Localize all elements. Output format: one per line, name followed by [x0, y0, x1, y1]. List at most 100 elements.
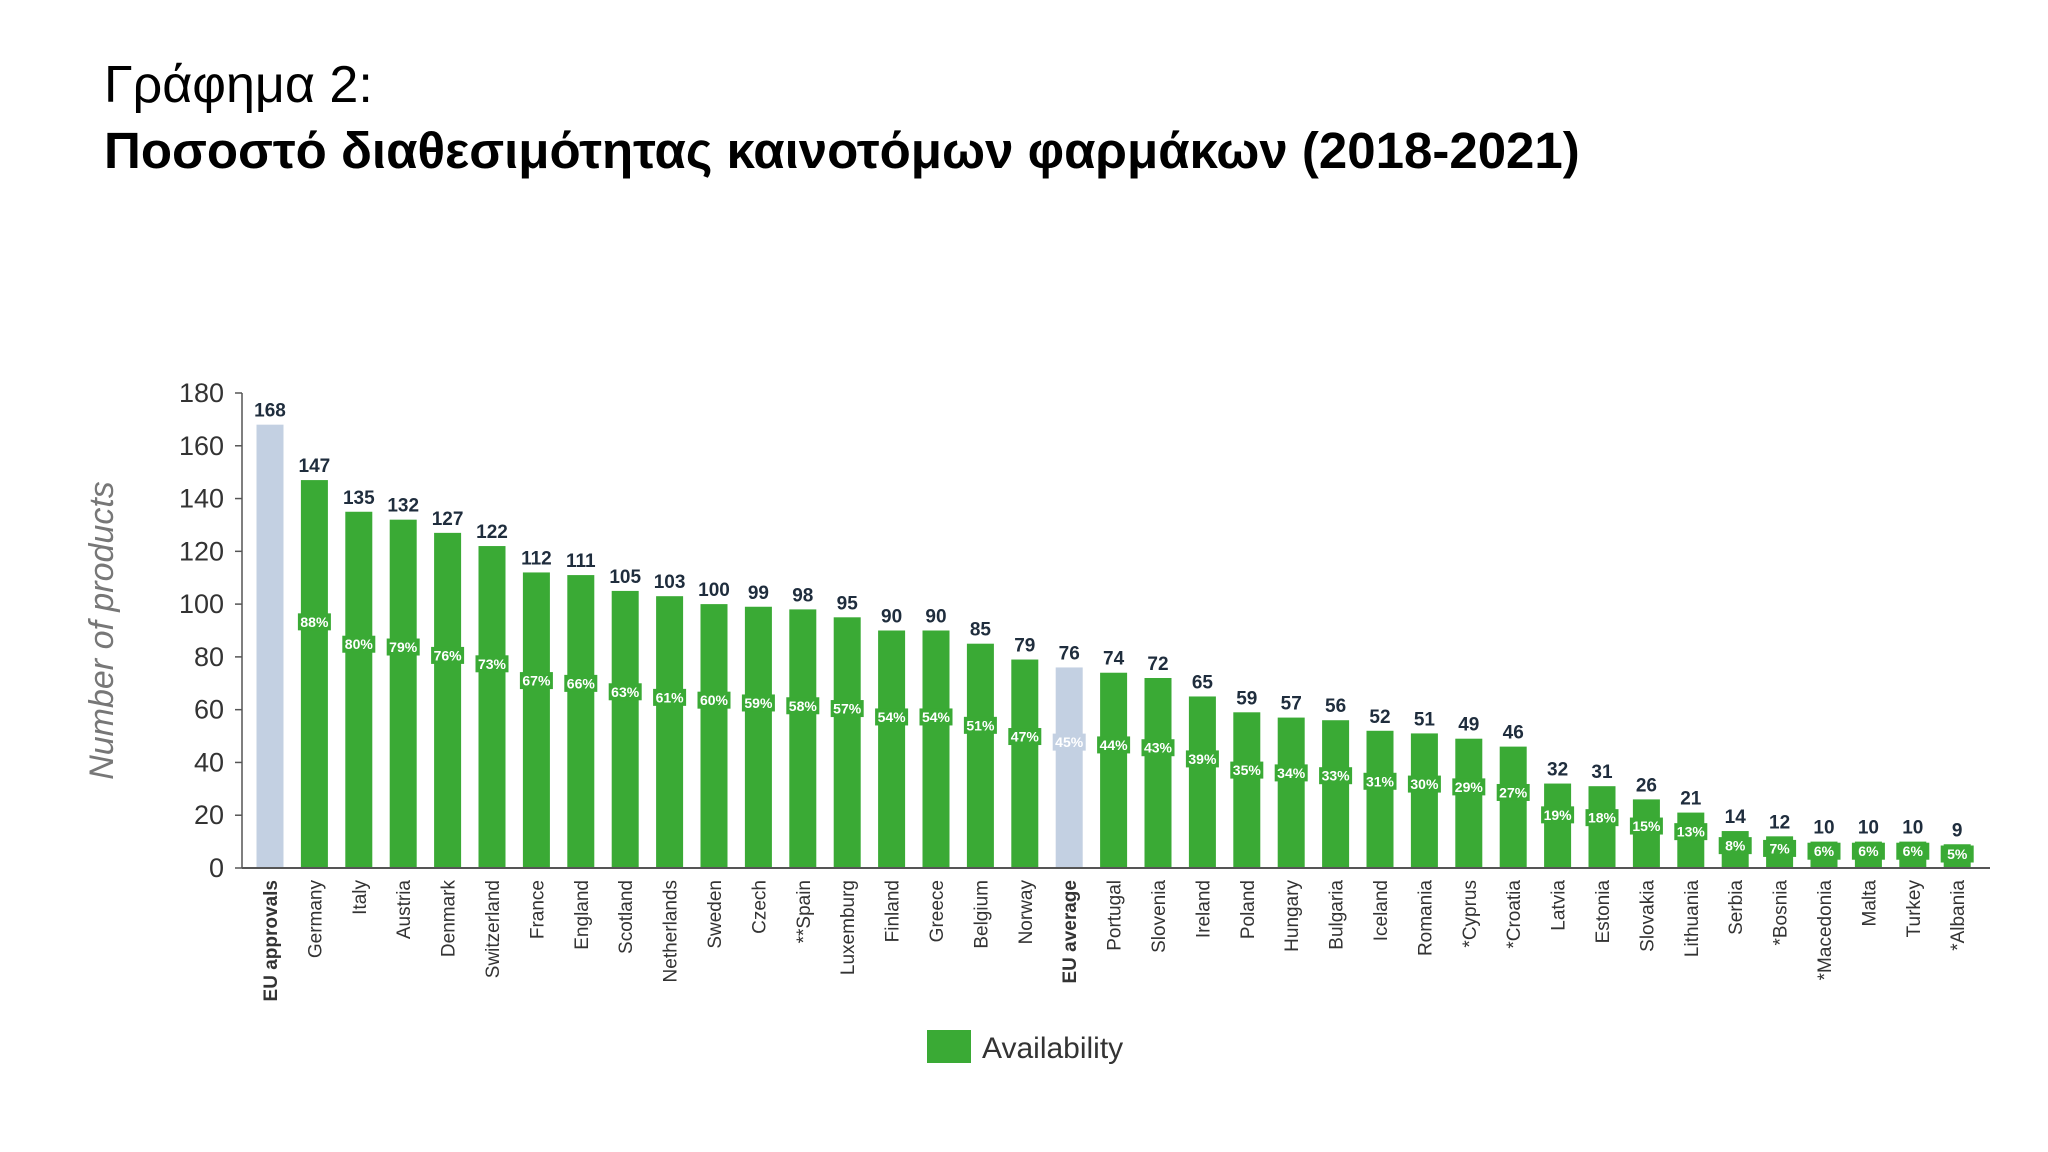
bar: [1011, 659, 1039, 868]
bar: [656, 596, 684, 868]
percentage-label: 51%: [966, 717, 995, 733]
percentage-marker: [519, 672, 553, 690]
bar-value-label: 103: [654, 572, 686, 593]
x-category-label: EU average: [1060, 880, 1081, 984]
bar-value-label: 147: [299, 456, 331, 477]
x-category-label: Slovenia: [1149, 880, 1170, 953]
y-tick-label: 60: [194, 695, 224, 725]
bar: [1544, 783, 1572, 868]
bar: [300, 480, 328, 868]
percentage-marker: [697, 691, 731, 709]
percentage-label: 88%: [300, 614, 329, 630]
bar: [700, 604, 728, 868]
legend-swatch-availability: [927, 1030, 971, 1063]
bar: [434, 532, 462, 868]
percentage-label: 54%: [922, 709, 951, 725]
x-category-label: Hungary: [1282, 880, 1303, 952]
y-tick-label: 160: [179, 431, 224, 461]
x-category-label: Greece: [927, 880, 948, 942]
x-category-label: Portugal: [1105, 880, 1126, 951]
bar-value-label: 111: [566, 551, 596, 572]
bar-value-label: 12: [1769, 812, 1790, 833]
percentage-label: 66%: [567, 675, 596, 691]
bar-value-label: 21: [1680, 789, 1702, 810]
percentage-label: 6%: [1858, 843, 1879, 859]
percentage-label: 57%: [833, 701, 862, 717]
percentage-label: 5%: [1947, 846, 1968, 862]
x-category-label: Romania: [1415, 880, 1436, 956]
bar-value-label: 52: [1369, 707, 1390, 728]
percentage-marker: [475, 655, 509, 673]
x-category-label: Iceland: [1371, 880, 1392, 941]
percentage-marker: [1141, 739, 1175, 757]
bar-value-label: 57: [1281, 694, 1302, 715]
bar-value-label: 26: [1636, 775, 1657, 796]
percentage-marker: [1896, 842, 1930, 860]
bar: [966, 643, 994, 868]
bar-value-label: 132: [387, 496, 419, 517]
y-tick-label: 180: [179, 378, 224, 408]
percentage-label: 33%: [1322, 768, 1351, 784]
bar-value-label: 65: [1192, 672, 1214, 693]
chart-title: Ποσοστό διαθεσιμότητας καινοτόμων φαρμάκ…: [104, 122, 1580, 179]
percentage-marker: [1185, 750, 1219, 768]
percentage-label: 15%: [1632, 818, 1661, 834]
y-tick-label: 120: [179, 536, 224, 566]
percentage-label: 30%: [1410, 776, 1439, 792]
bar: [1588, 786, 1616, 868]
x-category-label: *Cyprus: [1460, 880, 1481, 948]
x-category-label: Denmark: [439, 880, 460, 958]
x-category-label: Switzerland: [483, 880, 504, 978]
percentage-label: 18%: [1588, 810, 1617, 826]
bar-value-label: 90: [925, 607, 946, 628]
percentage-marker: [919, 708, 953, 726]
x-category-label: Malta: [1859, 880, 1880, 927]
bar: [522, 572, 550, 868]
percentage-marker: [1052, 733, 1086, 751]
bar-value-label: 72: [1147, 654, 1168, 675]
x-category-label: Czech: [749, 880, 770, 934]
percentage-label: 6%: [1903, 843, 1924, 859]
x-category-label: Scotland: [616, 880, 637, 954]
percentage-label: 54%: [878, 709, 907, 725]
bar-value-label: 10: [1858, 818, 1879, 839]
bar: [611, 590, 639, 868]
category-labels-group: EU approvals Germany Italy Austria Denmark Sw…: [261, 880, 1969, 1002]
percentage-marker: [1629, 817, 1663, 835]
bar-value-label: 95: [837, 593, 859, 614]
x-category-label: Serbia: [1726, 880, 1747, 935]
x-category-label: *Macedonia: [1815, 880, 1836, 981]
percentage-label: 29%: [1455, 779, 1484, 795]
bar-value-label: 32: [1547, 760, 1568, 781]
percentage-marker: [608, 683, 642, 701]
bar: [1499, 746, 1527, 868]
percentage-marker: [431, 646, 465, 664]
percentage-marker: [1763, 839, 1797, 857]
bar-value-label: 122: [476, 522, 508, 543]
percentage-label: 13%: [1677, 824, 1706, 840]
bar: [1410, 733, 1438, 868]
bar-value-label: 74: [1103, 649, 1125, 670]
x-category-label: Slovakia: [1637, 880, 1658, 952]
chart-heading: Γράφημα 2: Ποσοστό διαθεσιμότητας καινοτ…: [104, 52, 1580, 184]
percentage-label: 60%: [700, 692, 729, 708]
bar-value-label: 49: [1458, 715, 1479, 736]
x-category-label: Germany: [305, 880, 326, 959]
percentage-marker: [1452, 778, 1486, 796]
percentage-marker: [1585, 809, 1619, 827]
percentage-marker: [963, 716, 997, 734]
percentage-label: 47%: [1011, 729, 1040, 745]
percentage-marker: [653, 688, 687, 706]
bar: [1188, 696, 1216, 868]
legend-label-availability: Availability: [982, 1032, 1123, 1065]
x-category-label: Norway: [1016, 880, 1037, 945]
percentage-marker: [1718, 837, 1752, 855]
bar-value-label: 127: [432, 509, 464, 530]
x-category-label: Bulgaria: [1327, 880, 1348, 950]
x-category-label: Estonia: [1593, 880, 1614, 944]
percentage-marker: [875, 708, 909, 726]
percentage-marker: [1363, 772, 1397, 790]
bar-value-label: 112: [521, 548, 552, 569]
bar: [789, 609, 817, 868]
